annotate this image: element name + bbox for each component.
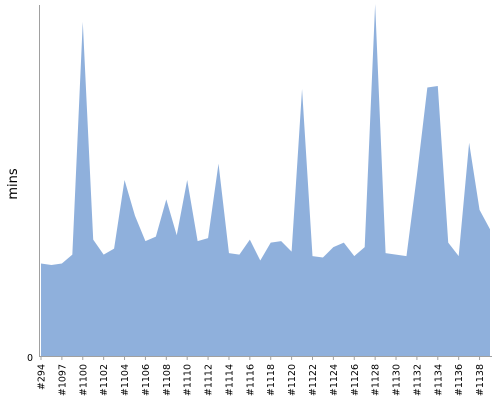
x-tick-label: #1110 <box>183 364 194 396</box>
x-tick-label: #1104 <box>120 364 131 396</box>
x-tick-label: #1120 <box>287 364 298 396</box>
x-tick-label: #1102 <box>99 364 110 396</box>
x-tick-label: #1106 <box>141 364 152 396</box>
x-tick-label: #1108 <box>162 364 173 396</box>
x-tick-label: #1126 <box>350 364 361 396</box>
x-tick-label: #1116 <box>245 364 256 396</box>
y-tick-label-0: 0 <box>27 353 33 364</box>
x-tick-label: #1114 <box>224 364 235 396</box>
x-tick-label: #1138 <box>475 364 486 396</box>
x-tick-label: #1136 <box>454 364 465 396</box>
x-tick-label: #1128 <box>371 364 382 396</box>
x-tick-label: #1134 <box>433 364 444 396</box>
x-tick-label: #1112 <box>204 364 215 396</box>
x-tick-label: #1118 <box>266 364 277 396</box>
x-tick-label: #1132 <box>412 364 423 396</box>
x-tick-label: #1097 <box>57 364 68 396</box>
x-tick-label: #1100 <box>78 364 89 396</box>
y-axis-title: mins <box>6 168 21 200</box>
plot-area <box>41 4 490 356</box>
x-tick-label: #1124 <box>329 364 340 396</box>
x-axis-ticks: #294 #1097 #1100 #1102 #1104 #1106 #1108 #1110 #… <box>37 356 486 396</box>
x-tick-label: #1122 <box>308 364 319 396</box>
area-series <box>41 4 490 356</box>
x-tick-label: #294 <box>37 364 48 390</box>
x-tick-label: #1130 <box>392 364 403 396</box>
